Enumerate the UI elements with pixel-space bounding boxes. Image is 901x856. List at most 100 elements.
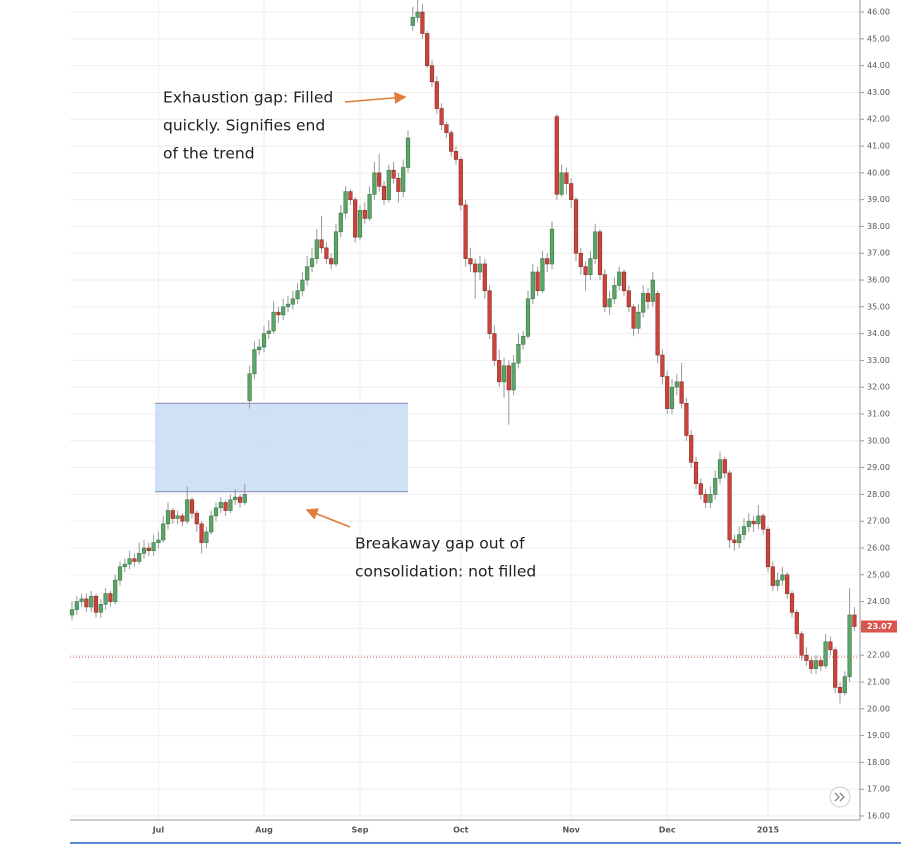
candle-body (698, 483, 703, 495)
candle-body (612, 285, 617, 300)
y-tick-label: 33.00 (867, 356, 890, 365)
candle-body (161, 523, 166, 541)
y-tick-label: 28.00 (867, 490, 890, 499)
candle-body (449, 132, 454, 152)
y-tick-label: 17.00 (867, 785, 890, 794)
candle-body (501, 365, 507, 383)
annotation-text: consolidation: not filled (355, 563, 536, 581)
y-tick-label: 38.00 (867, 222, 890, 231)
candle-body (737, 534, 742, 543)
x-tick-label: Dec (659, 826, 676, 835)
y-tick-label: 31.00 (867, 410, 890, 419)
annotation-text: Breakaway gap out of (355, 535, 525, 553)
candle-body (405, 137, 411, 168)
candle-body (545, 258, 550, 265)
candle-body (837, 687, 843, 694)
y-tick-label: 30.00 (867, 436, 890, 445)
scroll-button-icon[interactable] (834, 792, 845, 802)
candle-body (506, 365, 511, 391)
y-tick-label: 46.00 (867, 8, 890, 17)
candle-body (535, 271, 540, 292)
candle-body (372, 172, 377, 195)
candle-body (367, 193, 372, 219)
candle-body (453, 151, 459, 160)
candle-body (833, 649, 838, 688)
candle-body (69, 609, 75, 616)
candle-body (751, 520, 756, 525)
candle-body (199, 523, 204, 543)
candle-body (756, 515, 761, 525)
y-tick-label: 29.00 (867, 463, 890, 472)
candle-body (530, 271, 535, 300)
candle-body (137, 553, 142, 562)
y-tick-label: 36.00 (867, 276, 890, 285)
candle-body (319, 239, 324, 249)
y-tick-label: 35.00 (867, 302, 890, 311)
candle-body (444, 124, 449, 133)
candle-body (559, 172, 564, 195)
candle-body (569, 183, 574, 200)
candle-body (180, 515, 185, 522)
y-tick-label: 21.00 (867, 677, 890, 686)
candle-body (79, 598, 84, 602)
candle-body (828, 641, 833, 651)
candle-body (732, 539, 737, 543)
candle-body (127, 558, 132, 565)
y-tick-label: 25.00 (867, 570, 890, 579)
candle-body (261, 333, 267, 348)
candle-body (468, 258, 473, 265)
candle-body (804, 654, 809, 661)
candle-body (333, 231, 339, 265)
candle-body (554, 116, 559, 195)
candle-body (458, 159, 463, 206)
candle-body (113, 579, 118, 602)
candle-body (257, 346, 262, 351)
candle-body (631, 306, 636, 329)
candle-body (636, 311, 641, 329)
candle-body (794, 612, 799, 635)
candle-body (521, 336, 526, 345)
candle-body (665, 376, 670, 409)
candle-body (420, 11, 425, 34)
candle-body (357, 210, 363, 238)
candle-body (209, 515, 214, 533)
candle-body (679, 381, 684, 404)
candle-body (713, 478, 718, 495)
candle-body (549, 228, 555, 265)
y-tick-label: 34.00 (867, 329, 890, 338)
candle-body (290, 298, 295, 305)
candle-body (473, 263, 478, 273)
candle-body (98, 603, 103, 613)
y-tick-label: 24.00 (867, 597, 890, 606)
candle-body (218, 502, 223, 509)
y-tick-label: 22.00 (867, 651, 890, 660)
candle-body (597, 231, 603, 275)
candle-body (775, 579, 780, 586)
candle-body (74, 601, 79, 610)
candle-body (516, 344, 521, 364)
y-tick-label: 20.00 (867, 704, 890, 713)
scroll-button-circle[interactable] (829, 786, 851, 808)
candle-body (689, 435, 694, 463)
x-tick-label: Nov (562, 826, 580, 835)
candle-body (727, 472, 732, 541)
candle-body (314, 239, 319, 259)
annotation-arrow (344, 91, 407, 104)
candle-body (396, 177, 401, 192)
candle-body (761, 515, 766, 530)
x-tick-label: Sep (352, 826, 369, 835)
scroll-button[interactable] (829, 786, 851, 808)
y-tick-label: 44.00 (867, 61, 890, 70)
candle-body (353, 199, 358, 238)
candle-body (305, 266, 310, 281)
last-price-box (861, 620, 897, 633)
candle-body (607, 298, 612, 308)
y-tick-label: 39.00 (867, 195, 890, 204)
candle-body (271, 311, 276, 332)
candle-body (693, 461, 699, 484)
y-tick-label: 45.00 (867, 34, 890, 43)
candle-body (617, 271, 622, 286)
candle-body (213, 507, 219, 517)
candle-body (242, 494, 247, 503)
